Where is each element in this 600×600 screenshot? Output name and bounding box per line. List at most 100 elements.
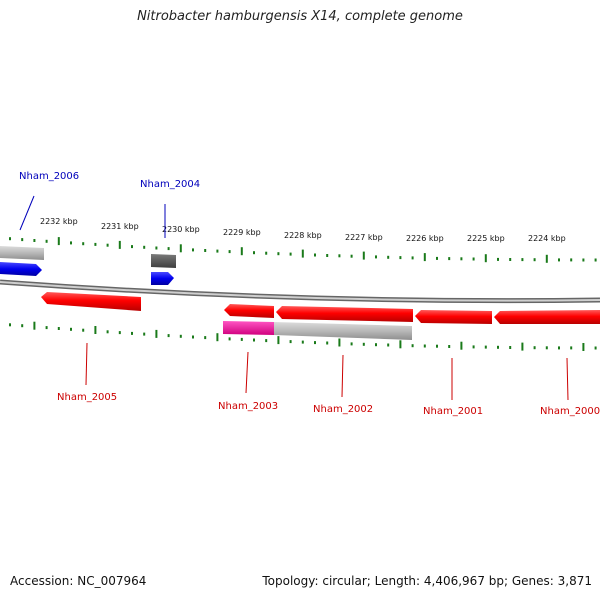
major-tick [484, 254, 487, 263]
minor-tick [155, 246, 158, 250]
minor-tick [143, 332, 146, 336]
major-tick [216, 333, 219, 342]
scale-label-2224: 2224 kbp [528, 234, 566, 243]
gene-nham2005-arrow[interactable] [41, 292, 141, 311]
major-tick [179, 244, 182, 253]
major-tick [33, 321, 36, 330]
minor-tick [265, 339, 268, 343]
major-tick [94, 326, 97, 334]
major-tick [240, 247, 243, 256]
major-tick [582, 343, 585, 351]
minor-tick [228, 337, 231, 341]
minor-tick [387, 343, 390, 347]
minor-tick [265, 251, 268, 255]
minor-tick [9, 237, 11, 241]
minor-tick [118, 331, 121, 335]
minor-tick [570, 258, 573, 262]
minor-tick [143, 245, 146, 249]
gene-label-nham2001[interactable]: Nham_2001 [423, 406, 483, 417]
minor-tick [131, 331, 133, 335]
minor-tick [436, 344, 438, 348]
minor-tick [240, 337, 243, 341]
minor-tick [57, 327, 60, 330]
leader-line-nham2000 [566, 357, 569, 401]
gene-label-nham2002[interactable]: Nham_2002 [313, 404, 373, 415]
minor-tick [277, 252, 280, 256]
gene-nham2000-arrow[interactable] [494, 310, 600, 324]
minor-tick [94, 242, 97, 246]
minor-tick [399, 256, 402, 260]
scale-label-2227: 2227 kbp [345, 233, 383, 242]
minor-tick [411, 344, 414, 348]
major-tick [301, 249, 304, 258]
gene-nham2003-arrow[interactable] [224, 304, 274, 318]
minor-tick [21, 324, 24, 328]
minor-tick [70, 327, 72, 331]
minor-tick [387, 255, 390, 259]
major-tick [460, 341, 463, 350]
gene-label-nham2006[interactable]: Nham_2006 [19, 171, 79, 182]
genome-backbone-highlight [0, 281, 600, 302]
minor-tick [106, 243, 109, 247]
gene-region-grey-bar[interactable] [274, 322, 412, 340]
gene-nham2003-highlight-bar[interactable] [223, 321, 274, 335]
minor-tick [558, 346, 560, 350]
gene-label-nham2000[interactable]: Nham_2000 [540, 406, 600, 417]
scale-label-2229: 2229 kbp [223, 228, 261, 237]
minor-tick [472, 345, 475, 349]
minor-tick [70, 241, 72, 245]
major-tick [545, 254, 548, 263]
minor-tick [582, 258, 585, 262]
scale-label-2232: 2232 kbp [40, 217, 78, 226]
minor-tick [436, 256, 438, 260]
gene-label-nham2003[interactable]: Nham_2003 [218, 401, 278, 412]
minor-tick [45, 326, 48, 330]
minor-tick [423, 344, 426, 348]
minor-tick [362, 342, 365, 346]
minor-tick [558, 258, 560, 262]
minor-tick [131, 245, 133, 249]
genome-title: Nitrobacter hamburgensis X14, complete g… [137, 9, 463, 24]
genome-summary-text: Topology: circular; Length: 4,406,967 bp… [262, 574, 592, 588]
minor-tick [216, 249, 219, 253]
minor-tick [45, 239, 48, 243]
minor-tick [167, 247, 170, 251]
minor-tick [594, 258, 597, 262]
scale-label-2231: 2231 kbp [101, 222, 139, 231]
leader-line-nham2003 [245, 351, 249, 394]
major-tick [155, 329, 158, 338]
major-tick [399, 340, 402, 349]
minor-tick [545, 346, 548, 350]
minor-tick [326, 341, 329, 345]
minor-tick [509, 346, 512, 349]
minor-tick [375, 255, 377, 259]
leader-line-nham2006 [19, 195, 35, 231]
minor-tick [167, 334, 170, 338]
minor-tick [497, 257, 499, 261]
minor-tick [448, 257, 451, 261]
minor-tick [9, 323, 11, 327]
gene-nham2001-arrow[interactable] [415, 310, 492, 324]
minor-tick [21, 238, 24, 242]
minor-tick [82, 242, 85, 246]
minor-tick [192, 335, 194, 339]
gene-nham2002-arrow[interactable] [276, 306, 413, 322]
pseudogene-bar[interactable] [151, 254, 176, 268]
minor-tick [253, 251, 255, 255]
minor-tick [484, 345, 487, 349]
gene-label-nham2004[interactable]: Nham_2004 [140, 179, 200, 190]
minor-tick [497, 345, 499, 349]
gene-nham2006-grey-bar[interactable] [0, 246, 44, 260]
major-tick [57, 237, 60, 246]
minor-tick [253, 338, 255, 342]
minor-tick [448, 345, 451, 348]
gene-nham2006-arrow[interactable] [0, 262, 42, 276]
minor-tick [204, 336, 207, 340]
minor-tick [533, 346, 536, 350]
scale-label-2230: 2230 kbp [162, 225, 200, 234]
major-tick [338, 338, 341, 347]
minor-tick [204, 249, 207, 252]
gene-label-nham2005[interactable]: Nham_2005 [57, 392, 117, 403]
gene-nham2004-arrow[interactable] [151, 272, 174, 285]
